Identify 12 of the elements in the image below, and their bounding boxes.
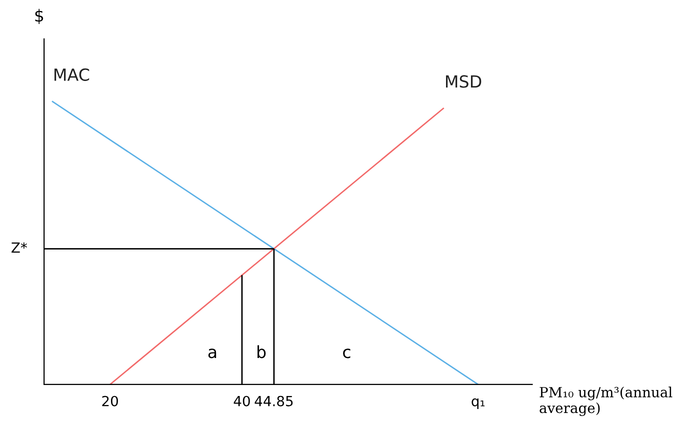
series-label: MAC bbox=[54, 68, 90, 81]
x-axis-title: PM₁₀ ug/m³(annual average) bbox=[540, 386, 672, 416]
x-tick-label: 40 bbox=[234, 396, 250, 406]
x-tick-label: q₁ bbox=[472, 398, 485, 410]
x-tick-label: 44.85 bbox=[254, 396, 293, 406]
x-tick-label: 20 bbox=[102, 396, 118, 406]
annotation: b bbox=[258, 345, 266, 358]
annotation: a bbox=[208, 348, 216, 358]
y-axis-title: $ bbox=[35, 8, 44, 24]
annotation: c bbox=[343, 348, 350, 358]
annotation: Z* bbox=[12, 242, 27, 253]
series-label: MSD bbox=[446, 75, 482, 88]
